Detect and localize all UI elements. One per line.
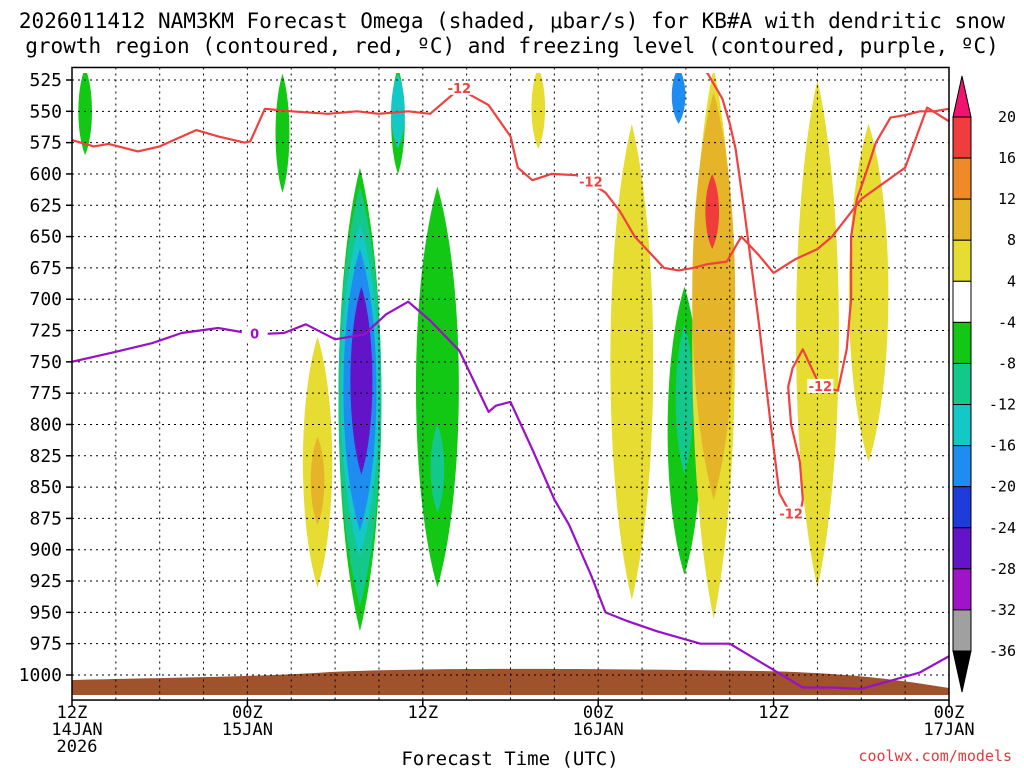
colorbar-bin-5 [952,280,972,323]
colorbar-label-8: -16 [989,437,1016,455]
y-tick-label-525: 525 [29,70,62,91]
omega-shading-layer [78,73,889,632]
y-tick-label-650: 650 [29,227,62,248]
omega-yellow-descent-4 [796,80,839,588]
colorbar-bottom-triangle [952,650,972,693]
y-tick-label-925: 925 [29,571,62,592]
grid-layer [72,67,949,701]
omega-green-plume-1 [78,73,92,156]
y-tick-label-900: 900 [29,540,62,561]
contour-label-upper-2-bg [577,174,604,189]
y-tick-label-1000: 1000 [19,665,62,686]
colorbar-bin-4 [952,239,972,282]
y-tick-label-575: 575 [29,133,62,154]
x-tick-label-12-1: 00Z [232,703,263,723]
contour-label-freezing-bg [241,326,268,341]
omega-red-descent-core [705,173,720,250]
colorbar-bin-8 [952,404,972,447]
y-tick-label-800: 800 [29,414,62,435]
x-tick-label-60-1: 00Z [934,703,965,723]
colorbar-label-2: 12 [998,190,1016,208]
y-tick-label-775: 775 [29,383,62,404]
x-tick-label-12-2: 15JAN [222,720,273,740]
y-tick-label-675: 675 [29,258,62,279]
colorbar-bin-2 [952,157,972,200]
x-tick-label-36-2: 16JAN [573,720,624,740]
y-tick-label-600: 600 [29,164,62,185]
colorbar-label-9: -20 [989,478,1016,496]
colorbar-label-12: -32 [989,601,1016,619]
x-axis-label: Forecast Time (UTC) [401,748,618,768]
colorbar-label-11: -28 [989,560,1016,578]
omega-teal-mid-cell [430,424,445,513]
x-tick-label-60-2: 17JAN [923,720,974,740]
axes-layer: 525 550 575 600 625 650 675 700 725 750 775 800 825 8… [19,66,975,757]
colorbar-bin-9 [952,445,972,488]
x-tick-label-24-1: 12Z [407,703,438,723]
colorbar: 20 16 12 8 4 -4 -8 -12 -16 -20 -24 -28 -32 -36 [952,75,1016,693]
colorbar-bin-3 [952,198,972,241]
contour-label-lower-2: -12 [809,380,833,395]
y-tick-label-850: 850 [29,477,62,498]
y-tick-label-700: 700 [29,289,62,310]
contour-layer: -12 -12 -12 -12 0 [72,73,949,690]
colorbar-bin-10 [952,486,972,529]
y-tick-label-875: 875 [29,508,62,529]
x-tick-label-36-1: 00Z [583,703,614,723]
contour-label-lower-1-bg [778,506,805,521]
contour-dgz_-12C_upper [72,87,949,274]
x-tick-label-0-3: 2026 [57,737,98,757]
colorbar-label-1: 16 [998,149,1016,167]
y-tick-label-550: 550 [29,101,62,122]
colorbar-bin-6 [952,321,972,364]
colorbar-top-triangle [952,75,972,118]
chart-title-line-1: 2026011412 NAM3KM Forecast Omega (shaded… [19,9,1006,33]
contour-label-upper-2: -12 [579,176,603,191]
contour-label-upper-1-bg [446,80,473,95]
x-tick-label-0-1: 12Z [57,703,88,723]
colorbar-label-0: 20 [998,108,1016,126]
contour-label-lower-1: -12 [779,508,803,523]
x-tick-label-48-1: 12Z [758,703,789,723]
omega-green-plume-2 [275,73,290,193]
x-tick-label-0-2: 14JAN [51,720,102,740]
y-tick-label-725: 725 [29,321,62,342]
y-tick-label-975: 975 [29,634,62,655]
omega-teal-late-cell [675,324,694,475]
chart-title-line-2: growth region (contoured, red, ºC) and f… [25,34,999,58]
omega-orange-descent-3 [692,92,736,500]
contour-label-freezing: 0 [250,327,259,342]
y-tick-label-625: 625 [29,195,62,216]
colorbar-label-7: -12 [989,396,1016,414]
contour-label-lower-2-bg [807,378,834,393]
contour-dgz_-12C_lower [705,73,949,518]
omega-purple-updraft-core [350,286,373,475]
y-tick-label-750: 750 [29,352,62,373]
colorbar-bin-12 [952,568,972,611]
y-tick-label-950: 950 [29,602,62,623]
colorbar-label-6: -8 [998,354,1016,372]
colorbar-bin-11 [952,527,972,570]
y-tick-label-825: 825 [29,446,62,467]
omega-yellow-descent-6 [531,73,546,149]
contour-label-upper-1: -12 [448,82,472,97]
omega-blue-upper-spike [671,73,686,124]
omega-orange-descent-1 [310,437,325,525]
colorbar-label-4: 4 [1007,272,1016,290]
colorbar-bin-13 [952,609,972,652]
omega-yellow-descent-5 [848,123,889,463]
colorbar-bin-7 [952,362,972,406]
colorbar-label-5: -4 [998,313,1016,331]
credit-text: coolwx.com/models [858,747,1012,765]
colorbar-label-10: -24 [989,519,1016,537]
colorbar-bin-1 [952,116,972,159]
colorbar-label-13: -36 [989,642,1016,660]
plot-frame [71,66,950,701]
colorbar-label-3: 8 [1007,231,1016,249]
